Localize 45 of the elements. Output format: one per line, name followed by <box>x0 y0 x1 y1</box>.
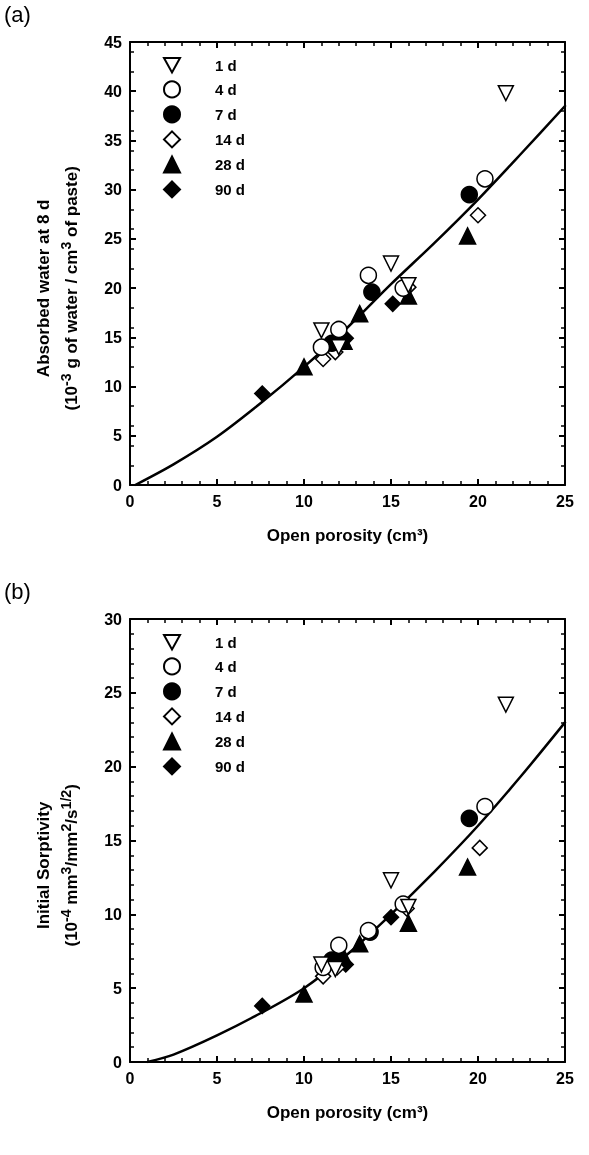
legend-label: 1 d <box>215 633 237 651</box>
x-tick-label: 0 <box>125 492 135 510</box>
y-tick-label: 30 <box>104 610 123 628</box>
legend-label: 1 d <box>215 56 237 74</box>
legend-label: 14 d <box>215 130 246 148</box>
legend-label: 28 d <box>215 732 246 750</box>
y-tick-label: 30 <box>104 181 123 199</box>
legend-label: 4 d <box>215 80 237 98</box>
x-tick-label: 15 <box>382 492 400 510</box>
y-tick-label: 45 <box>104 33 123 51</box>
y-tick-label: 5 <box>113 427 123 445</box>
x-axis-title: Open porosity (cm³) <box>266 1103 429 1122</box>
y-tick-label: 20 <box>104 758 123 776</box>
legend-label: 90 d <box>215 180 246 198</box>
y-tick-label: 5 <box>113 979 123 997</box>
y-tick-label: 20 <box>104 279 123 297</box>
legend-label: 14 d <box>215 707 246 725</box>
y-tick-label: 25 <box>104 230 123 248</box>
x-tick-label: 20 <box>469 492 487 510</box>
y-tick-label: 10 <box>104 905 123 923</box>
x-tick-label: 20 <box>469 1069 487 1087</box>
y-tick-label: 0 <box>113 1053 123 1071</box>
legend-label: 7 d <box>215 105 237 123</box>
legend-label: 7 d <box>215 682 237 700</box>
legend-label: 90 d <box>215 757 246 775</box>
x-tick-label: 10 <box>295 492 313 510</box>
y-tick-label: 0 <box>113 476 123 494</box>
y-tick-label: 40 <box>104 82 123 100</box>
legend-label: 4 d <box>215 657 237 675</box>
y-tick-label: 15 <box>104 832 123 849</box>
x-tick-label: 5 <box>212 492 222 510</box>
x-axis-title: Open porosity (cm³) <box>266 526 429 545</box>
y-tick-label: 15 <box>104 328 123 346</box>
chart-title: (b) <box>4 579 31 605</box>
y-tick-label: 10 <box>104 378 123 396</box>
x-tick-label: 10 <box>295 1069 313 1087</box>
x-tick-label: 15 <box>382 1069 400 1087</box>
chart-title: (a) <box>4 2 31 28</box>
x-tick-label: 0 <box>125 1069 135 1087</box>
x-tick-label: 25 <box>556 1069 574 1087</box>
x-tick-label: 5 <box>212 1069 222 1087</box>
legend-label: 28 d <box>215 155 246 173</box>
y-tick-label: 35 <box>104 131 123 149</box>
x-tick-label: 25 <box>556 492 574 510</box>
y-tick-label: 25 <box>104 684 123 702</box>
